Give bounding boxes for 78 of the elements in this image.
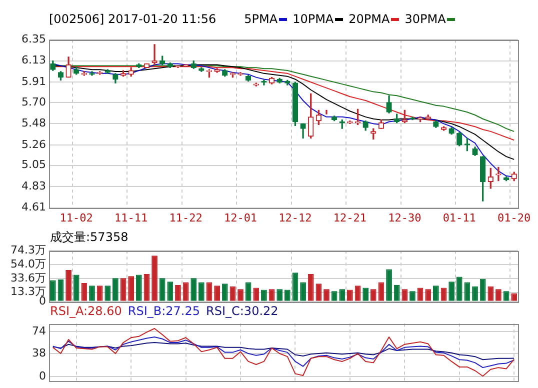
x-tick-label: 01-20 [498, 211, 531, 224]
bar [394, 284, 400, 301]
bar [66, 270, 72, 301]
legend-label: 5PMA [244, 12, 278, 26]
y-tick-label: 4.61 [22, 200, 46, 214]
bar [292, 272, 298, 301]
text: RSI_B:27.25 [128, 304, 200, 318]
bar [362, 288, 369, 301]
bar [245, 282, 252, 301]
bar [316, 284, 322, 301]
y-tick-label: 5.05 [22, 158, 46, 172]
bar [167, 282, 174, 301]
x-tick-label: 12-21 [333, 211, 367, 224]
bar [261, 290, 267, 301]
y-tick-label: 5.48 [22, 116, 46, 130]
y-tick-label: 6.35 [22, 32, 46, 46]
bar [472, 286, 478, 301]
bar [347, 290, 353, 301]
bar [339, 289, 346, 301]
bar [480, 278, 486, 301]
y-tick-label: 6.13 [22, 54, 46, 67]
bar [300, 282, 306, 301]
bar [136, 274, 142, 301]
legend-label: 10PMA [292, 12, 334, 26]
y-tick-label: 38 [32, 346, 46, 360]
bar [432, 286, 439, 301]
text: RSI_C:30.22 [206, 304, 278, 318]
bar [324, 289, 330, 301]
x-tick-label: 11-22 [169, 211, 202, 224]
x-tick-label: 12-12 [278, 211, 312, 224]
bar [448, 282, 454, 301]
y-tick-label: 4.83 [22, 179, 46, 192]
bar [198, 282, 204, 301]
x-tick-label: 11-02 [60, 211, 93, 224]
bar [425, 289, 432, 301]
bar [73, 274, 80, 301]
series-label: RSI_A:28.60 [50, 304, 122, 318]
x-tick-label: 12-30 [388, 211, 422, 224]
candlestick [496, 166, 502, 182]
y-tick-label: 74 [32, 324, 46, 338]
legend-label: 20PMA [348, 12, 390, 26]
bar [128, 276, 134, 301]
bar [175, 284, 181, 301]
y-tick-label: 54.0万 [10, 257, 46, 270]
y-tick-label: 33.6万 [10, 271, 46, 284]
bar [190, 278, 197, 301]
y-tick-label: 74.3万 [10, 243, 46, 256]
bar [50, 280, 56, 301]
bar [370, 289, 376, 301]
bar [152, 256, 158, 301]
bar [81, 282, 88, 301]
x-tick-label: 11-11 [114, 211, 148, 224]
bar [276, 289, 283, 301]
bar [496, 289, 502, 301]
bar [284, 290, 290, 301]
bar [402, 289, 408, 301]
y-tick-label: 5.70 [22, 95, 46, 108]
bar [222, 284, 228, 301]
x-tick-label: 01-11 [442, 211, 476, 224]
bar [456, 276, 462, 301]
bar [159, 278, 166, 301]
y-tick-label: 5.91 [22, 74, 46, 88]
chart-title: [002506] 2017-01-20 11:56 [49, 12, 216, 26]
y-tick-label: 5.26 [22, 138, 46, 151]
bar [253, 288, 260, 301]
bar [386, 269, 392, 301]
x-tick-label: 12-01 [224, 211, 258, 224]
bar [488, 286, 494, 301]
bar [120, 278, 126, 301]
bar [214, 286, 220, 301]
bar [104, 286, 111, 301]
bar [89, 286, 95, 301]
text: 成交量:57358 [50, 229, 128, 246]
bar [238, 289, 244, 301]
bar [308, 274, 314, 301]
y-tick-label: 0 [39, 370, 46, 383]
legend-label: 30PMA [404, 12, 446, 26]
bar [112, 278, 118, 301]
